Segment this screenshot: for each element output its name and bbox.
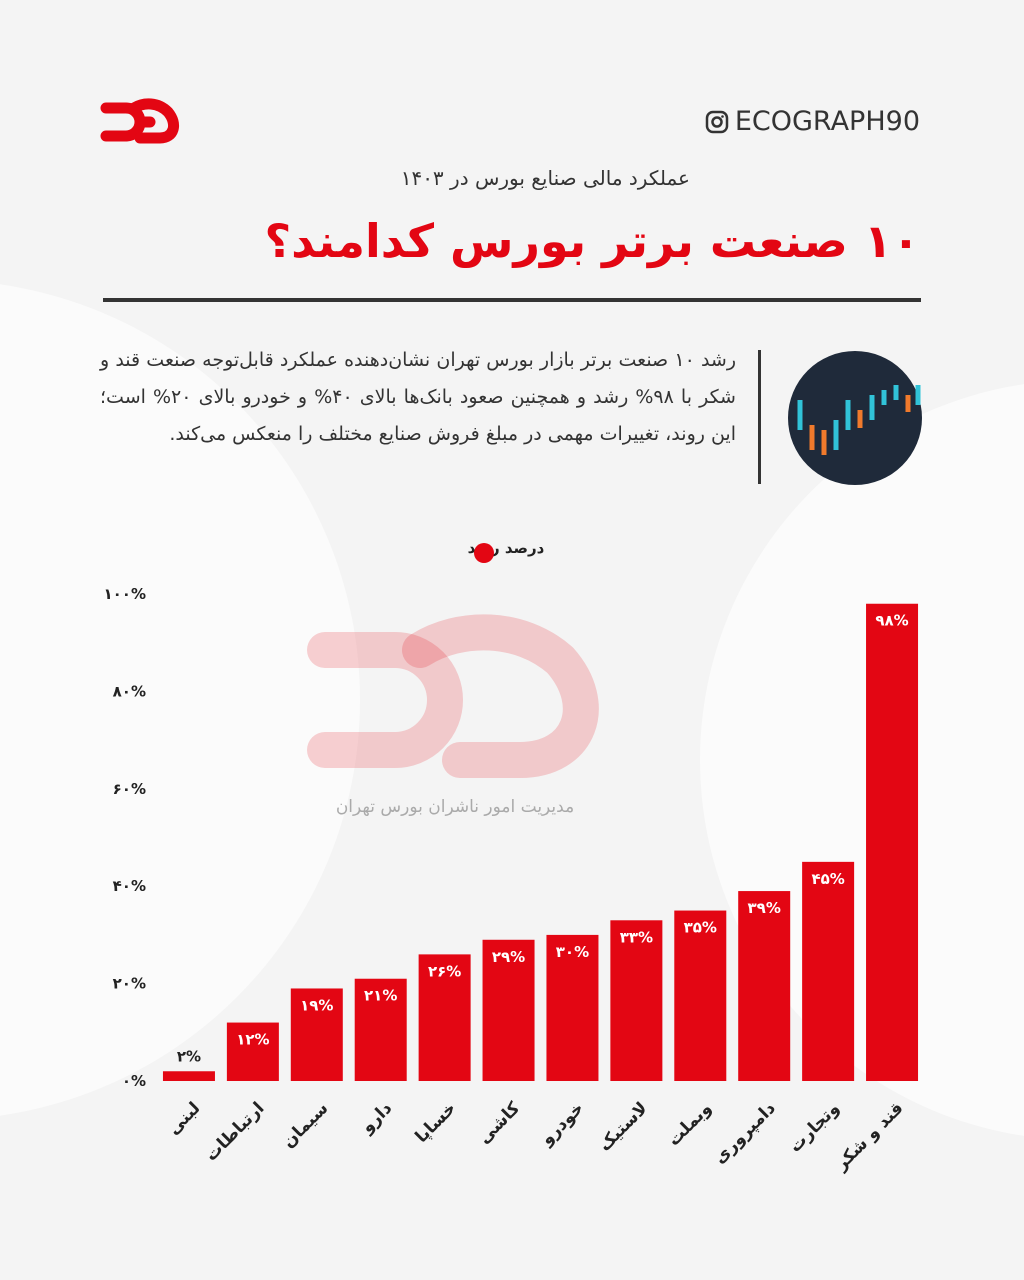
chart-thumbnail bbox=[788, 351, 922, 485]
bar bbox=[162, 1071, 215, 1081]
value-label: ۲۹% bbox=[492, 948, 525, 966]
y-tick-label: ۴۰% bbox=[113, 877, 146, 895]
bar bbox=[674, 910, 727, 1081]
x-tick-label: لاستیک bbox=[595, 1098, 652, 1155]
y-tick-label: ۸۰% bbox=[113, 682, 146, 700]
x-tick-label: سیمان bbox=[279, 1098, 333, 1152]
x-tick-label: خساپا bbox=[412, 1098, 461, 1147]
x-tick-label: وبملت bbox=[664, 1098, 716, 1150]
value-label: ۱۹% bbox=[300, 996, 333, 1014]
description: رشد ۱۰ صنعت برتر بازار بورس تهران نشان‌د… bbox=[100, 349, 737, 445]
x-tick-label: دارو bbox=[357, 1098, 397, 1138]
handle-text: ECOGRAPH90 bbox=[734, 106, 920, 137]
subtitle: عملکرد مالی صنایع بورس در ۱۴۰۳ bbox=[400, 166, 690, 190]
y-tick-label: ۶۰% bbox=[113, 780, 146, 798]
value-label: ۳۹% bbox=[748, 899, 781, 917]
value-label: ۳۳% bbox=[620, 928, 653, 946]
x-tick-label: خودرو bbox=[536, 1098, 588, 1150]
x-tick-label: قند و شکر bbox=[831, 1098, 908, 1175]
x-tick-label: لبنی bbox=[164, 1098, 205, 1139]
bar bbox=[610, 920, 663, 1081]
handle: ECOGRAPH90 bbox=[705, 106, 920, 137]
quote-bar bbox=[758, 350, 761, 484]
value-label: ۳۰% bbox=[556, 943, 589, 961]
legend-marker bbox=[474, 543, 494, 563]
bar bbox=[866, 603, 919, 1081]
title: ۱۰ صنعت برتر بورس کدامند؟ bbox=[264, 214, 920, 268]
x-tick-label: ارتباطات bbox=[201, 1098, 268, 1165]
bar bbox=[482, 939, 535, 1081]
value-label: ۲۱% bbox=[364, 987, 397, 1005]
x-tick-label: دامپروری bbox=[710, 1098, 780, 1168]
y-tick-label: ۲۰% bbox=[113, 975, 146, 993]
x-tick-label: کاشی bbox=[474, 1098, 524, 1148]
y-tick-label: ۱۰۰% bbox=[104, 585, 147, 603]
logo bbox=[100, 98, 180, 144]
bar bbox=[418, 954, 471, 1081]
value-label: ۹۸% bbox=[875, 612, 908, 630]
x-tick-label: وتجارت bbox=[785, 1098, 843, 1156]
divider bbox=[103, 298, 921, 302]
bar bbox=[802, 861, 855, 1081]
source-note: مدیریت امور ناشران بورس تهران bbox=[336, 797, 574, 817]
instagram-icon bbox=[705, 110, 729, 133]
value-label: ۴۵% bbox=[811, 870, 844, 888]
value-label: ۱۲% bbox=[236, 1031, 269, 1049]
bar bbox=[546, 934, 599, 1081]
bar bbox=[290, 988, 343, 1081]
bar bbox=[226, 1022, 279, 1081]
chart: درصد رشد مدیریت امور ناشران بورس تهران ۰… bbox=[104, 539, 919, 1175]
watermark-logo bbox=[307, 614, 599, 778]
bar bbox=[354, 978, 407, 1081]
value-label: ۲% bbox=[177, 1047, 201, 1065]
y-tick-label: ۰% bbox=[122, 1072, 146, 1090]
bar bbox=[738, 891, 791, 1081]
value-label: ۳۵% bbox=[684, 919, 717, 937]
value-label: ۲۶% bbox=[428, 962, 461, 980]
